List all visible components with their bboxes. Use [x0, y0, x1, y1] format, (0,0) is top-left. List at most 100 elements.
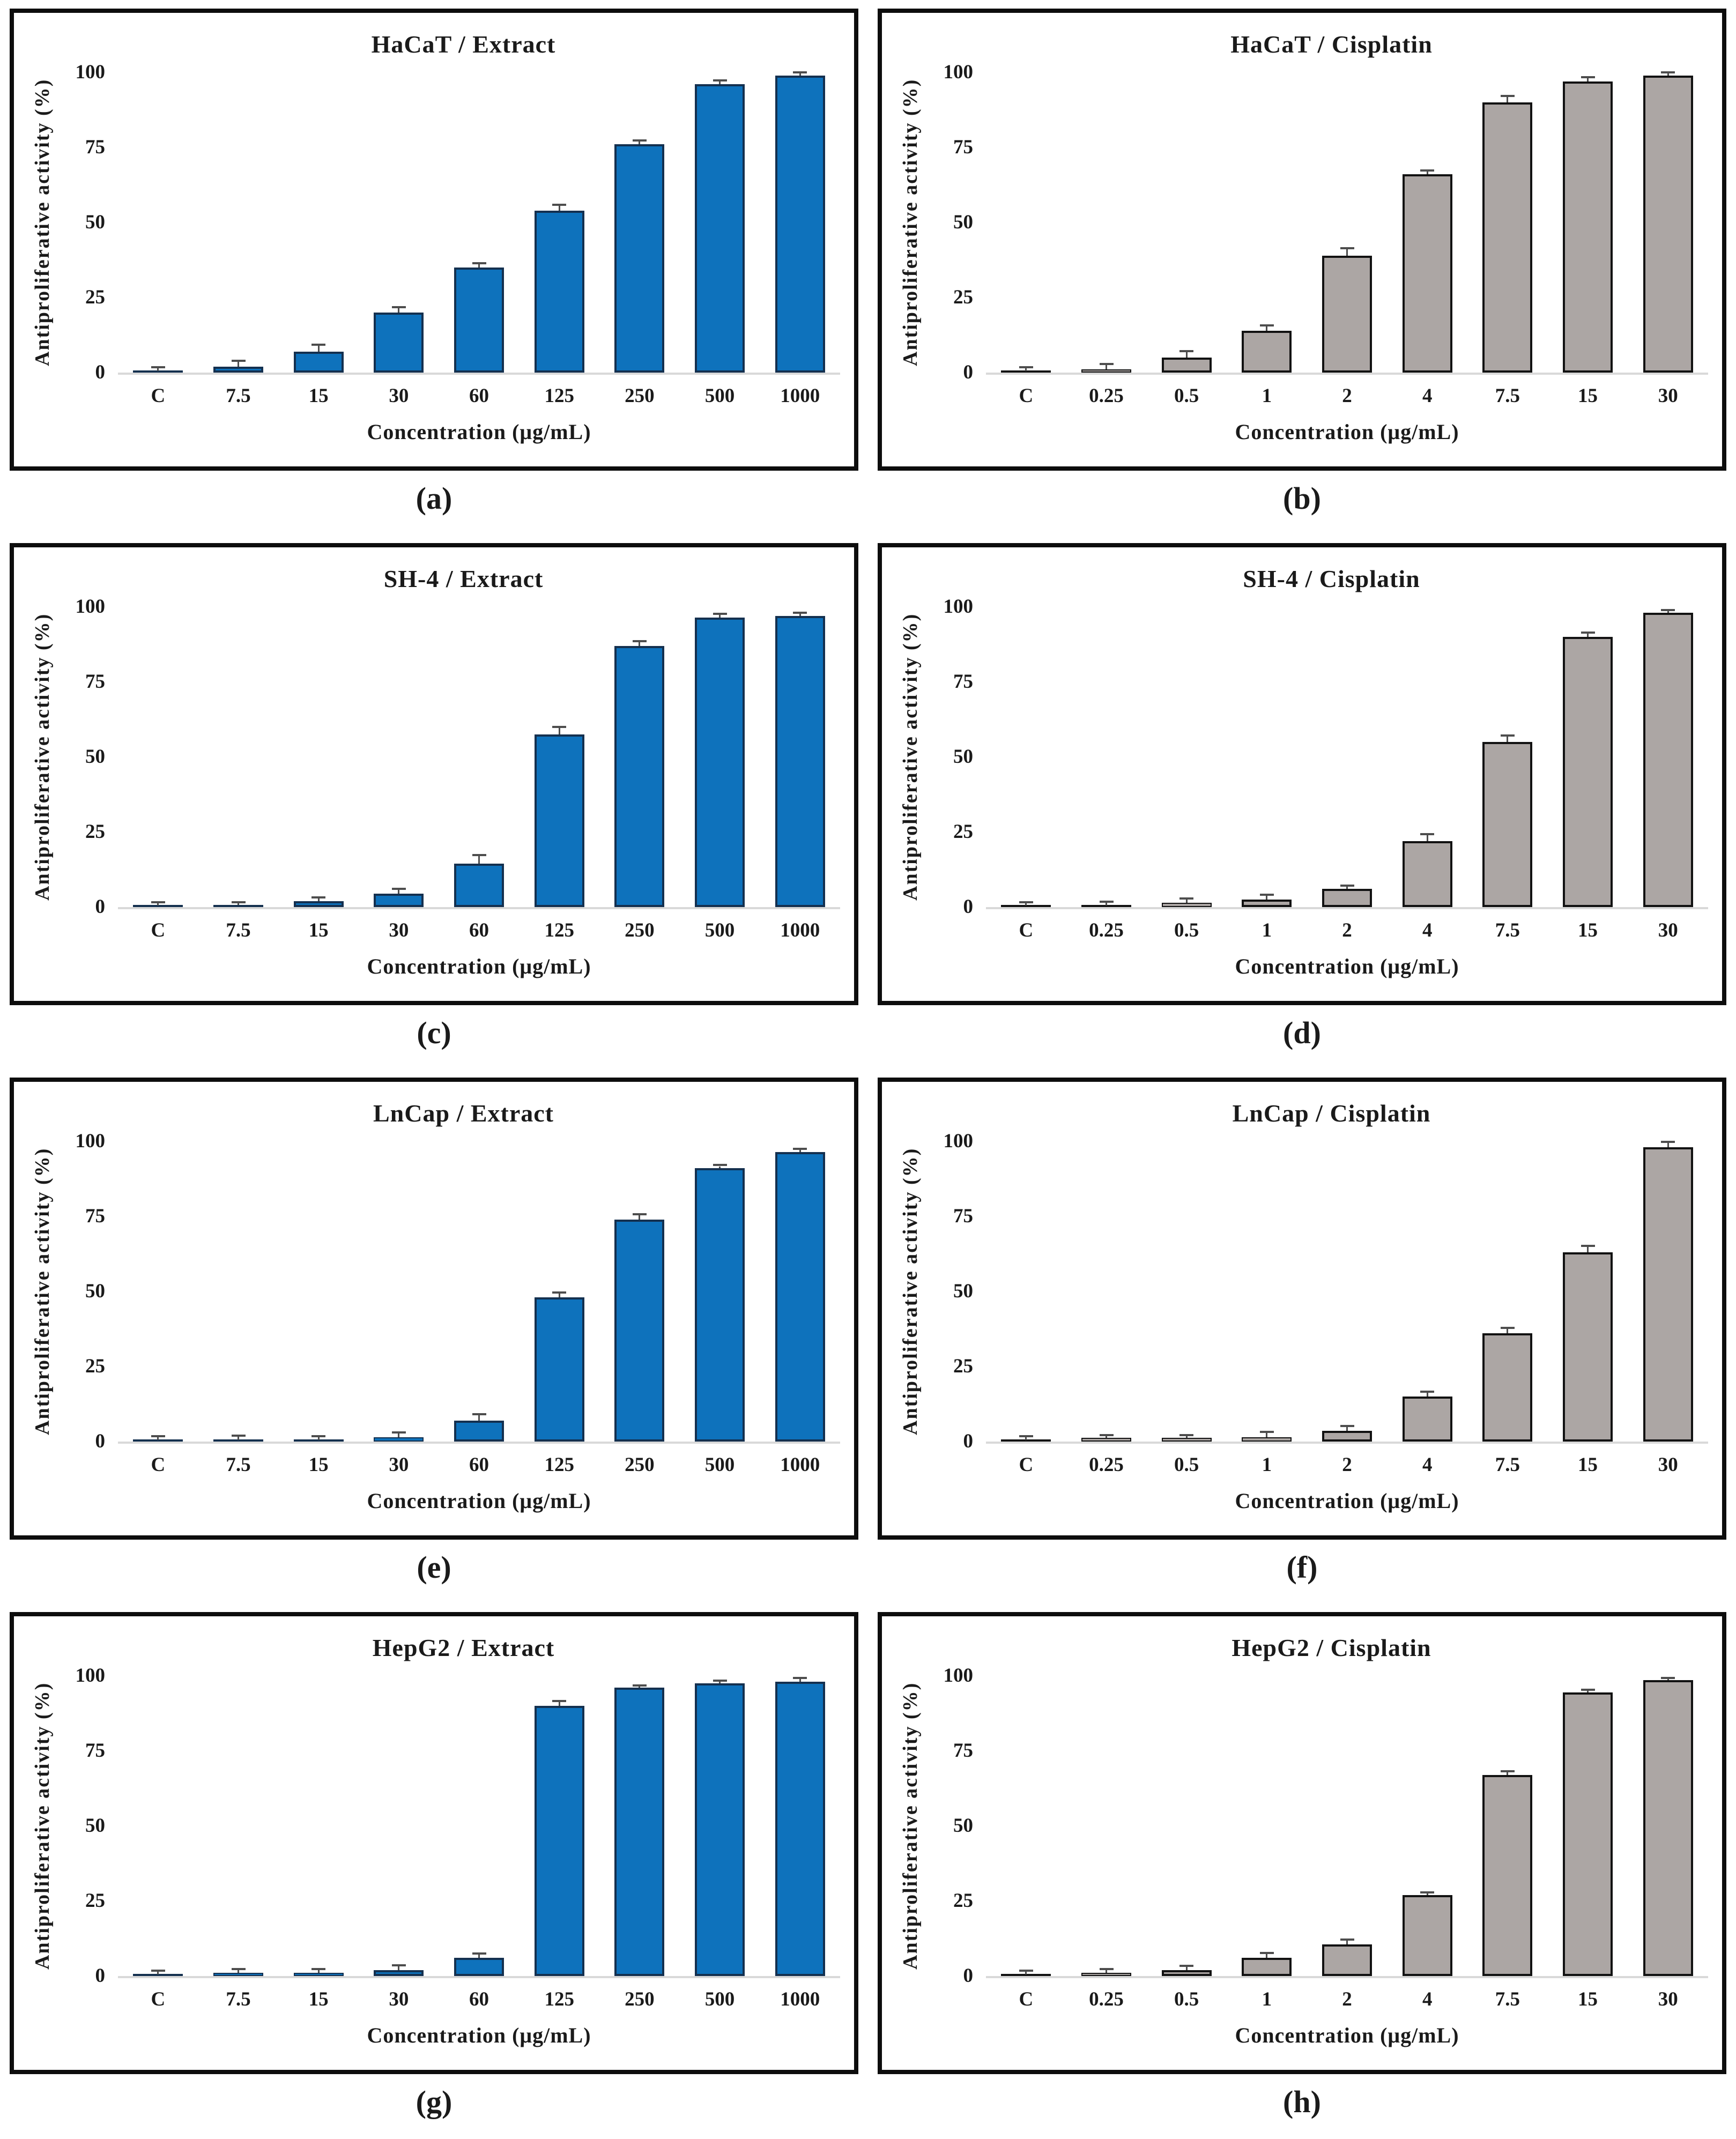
- x-tick-label: 15: [308, 919, 329, 941]
- bar: [1643, 1147, 1693, 1442]
- bar-slot: [519, 1141, 599, 1442]
- error-bar-whisker: [1346, 1427, 1348, 1431]
- error-bar-cap: [1179, 1965, 1194, 1967]
- bar: [1322, 255, 1372, 373]
- x-tick-label: 500: [704, 1454, 735, 1476]
- bar-slot: [519, 72, 599, 373]
- x-tick-label: 7.5: [1495, 1454, 1520, 1476]
- error-bar-cap: [713, 1679, 727, 1682]
- chart-frame: LnCap / Cisplatin Antiproliferative acti…: [878, 1078, 1726, 1540]
- error-bar-whisker: [238, 1970, 239, 1973]
- x-tick-label: 15: [1578, 1988, 1598, 2010]
- x-axis-title: Concentration (μg/mL): [367, 2023, 591, 2047]
- bar: [1402, 1895, 1452, 1976]
- error-bar-cap: [632, 1213, 647, 1216]
- panel-caption: (g): [416, 2084, 452, 2119]
- x-tick-label: 30: [1658, 919, 1678, 941]
- error-bar-cap: [552, 204, 567, 206]
- error-bar-cap: [1340, 1938, 1354, 1941]
- error-bar-cap: [1661, 608, 1675, 611]
- error-bar-whisker: [398, 889, 400, 894]
- chart-frame: LnCap / Extract Antiproliferative activi…: [10, 1078, 858, 1540]
- bar-slot: [439, 1676, 520, 1976]
- error-bar-cap: [472, 262, 486, 265]
- error-bar-whisker: [799, 1679, 801, 1682]
- y-axis-title: Antiproliferative activity (%): [31, 1682, 54, 1970]
- chart-frame: HepG2 / Extract Antiproliferative activi…: [10, 1612, 858, 2074]
- error-bar-cap: [1420, 1891, 1435, 1893]
- x-tick-label: 15: [1578, 1454, 1598, 1476]
- bar-slot: [1548, 72, 1628, 373]
- x-tick-label: 30: [1658, 385, 1678, 407]
- bar: [213, 905, 263, 907]
- error-bar-cap: [391, 1431, 406, 1434]
- x-tick-label: 125: [544, 919, 574, 941]
- bar: [454, 268, 504, 373]
- error-bar-cap: [151, 901, 165, 904]
- error-bar-whisker: [1106, 365, 1107, 370]
- x-tick-label: 30: [389, 385, 409, 407]
- y-tick-label: 0: [95, 361, 106, 383]
- chart-panel-b: HaCaT / Cisplatin Antiproliferative acti…: [868, 0, 1736, 534]
- x-tick-label: 2: [1342, 1988, 1352, 2010]
- bar-slot: [1628, 607, 1708, 907]
- x-axis-ticks: C 7.5 15 30 60 125 250 500 1000: [118, 384, 840, 407]
- x-tick-label: 7.5: [226, 385, 251, 407]
- bar: [1081, 1973, 1131, 1976]
- chart-frame: HepG2 / Cisplatin Antiproliferative acti…: [878, 1612, 1726, 2074]
- error-bar-whisker: [157, 1972, 159, 1975]
- x-tick-label: 0.5: [1174, 919, 1199, 941]
- chart-frame: HaCaT / Cisplatin Antiproliferative acti…: [878, 9, 1726, 471]
- plot-area: [118, 607, 840, 909]
- y-tick-label: 50: [85, 746, 105, 768]
- bar: [374, 313, 424, 373]
- bar-slot: [1307, 72, 1388, 373]
- bar: [1643, 75, 1693, 373]
- error-bar-cap: [472, 1952, 486, 1955]
- x-tick-label: 1000: [780, 385, 820, 407]
- bar-slot: [118, 72, 198, 373]
- chart-frame: SH-4 / Extract Antiproliferative activit…: [10, 543, 858, 1005]
- error-bar-whisker: [1106, 903, 1107, 905]
- x-tick-label: 60: [469, 1988, 489, 2010]
- y-tick-label: 0: [95, 896, 106, 918]
- error-bar-whisker: [799, 73, 801, 76]
- error-bar-whisker: [1185, 900, 1188, 903]
- error-bar-cap: [552, 1699, 567, 1702]
- bar: [1161, 1438, 1212, 1442]
- bar: [293, 1439, 344, 1442]
- bar-slot: [760, 71, 840, 373]
- y-tick-label: 50: [953, 211, 973, 233]
- x-tick-label: 15: [1578, 919, 1598, 941]
- bar: [614, 1219, 665, 1442]
- x-tick-label: 500: [704, 385, 735, 407]
- bar-slot: [1146, 1141, 1227, 1442]
- x-axis-ticks: C 7.5 15 30 60 125 250 500 1000: [118, 1988, 840, 2011]
- plot-area: [118, 1676, 840, 1978]
- bar-slot: [599, 72, 680, 373]
- y-axis-title: Antiproliferative activity (%): [899, 78, 922, 367]
- error-bar-whisker: [719, 615, 721, 618]
- error-bar-whisker: [558, 727, 560, 734]
- x-axis-title: Concentration (μg/mL): [1235, 1489, 1459, 1513]
- error-bar-cap: [1099, 363, 1114, 365]
- y-axis-title: Antiproliferative activity (%): [31, 78, 54, 367]
- axis-spacer: [62, 1453, 118, 1476]
- error-bar-whisker: [639, 1215, 641, 1220]
- error-bar-cap: [713, 613, 727, 615]
- error-bar-cap: [311, 896, 326, 899]
- chart-panel-a: HaCaT / Extract Antiproliferative activi…: [0, 0, 868, 534]
- bar-slot: [439, 607, 520, 907]
- x-axis-ticks: C 7.5 15 30 60 125 250 500 1000: [118, 919, 840, 942]
- y-tick-label: 0: [95, 1965, 106, 1987]
- chart-title: HaCaT / Extract: [371, 31, 556, 58]
- chart-title: HepG2 / Cisplatin: [1231, 1634, 1431, 1661]
- bar-slot: [118, 1141, 198, 1442]
- panel-caption: (c): [417, 1015, 451, 1050]
- bar-slot: [760, 1676, 840, 1976]
- x-tick-label: 7.5: [1495, 1988, 1520, 2010]
- bar-slot: [1146, 607, 1227, 907]
- error-bar-cap: [1019, 901, 1033, 903]
- x-tick-label: 0.25: [1089, 1988, 1124, 2010]
- bar: [1242, 900, 1292, 907]
